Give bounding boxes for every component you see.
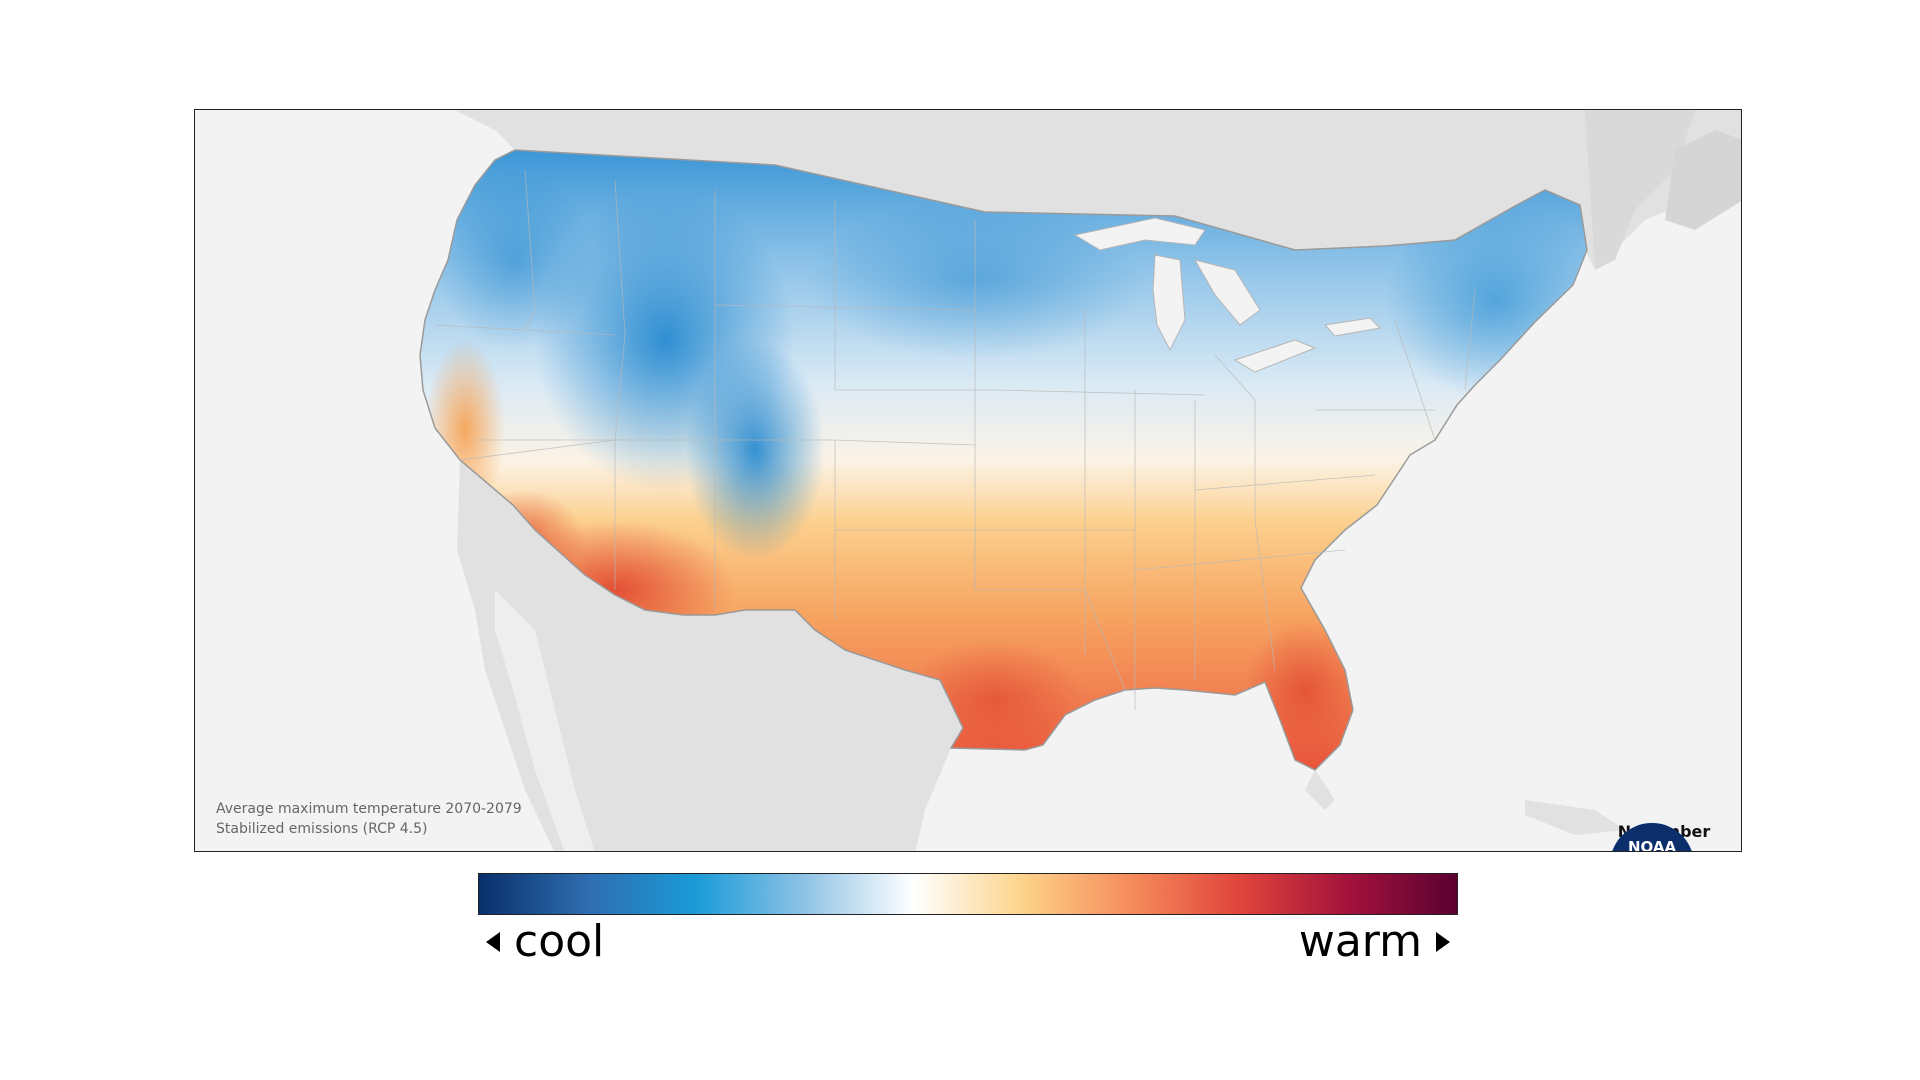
map-caption: Average maximum temperature 2070-2079 St… <box>216 799 522 839</box>
caption-subtitle: Stabilized emissions (RCP 4.5) <box>216 821 428 837</box>
map-canvas <box>419 110 1741 851</box>
legend-cool-label: cool <box>514 916 605 967</box>
caption-title: Average maximum temperature 2070-2079 <box>216 801 522 817</box>
surrounding-land <box>455 110 1741 851</box>
left-arrow-icon <box>486 932 500 952</box>
color-scale-bar <box>478 873 1458 915</box>
state-borders <box>434 169 1476 710</box>
legend-warm-label: warm <box>1298 916 1422 967</box>
legend-cool: cool <box>486 912 604 972</box>
svg-text:NOAA: NOAA <box>1628 838 1677 852</box>
right-arrow-icon <box>1436 932 1450 952</box>
great-lakes <box>1073 217 1382 373</box>
legend-warm: warm <box>1299 912 1450 972</box>
us-outline <box>419 149 1588 771</box>
noaa-logo-block: NOAA November <box>1609 822 1719 851</box>
temperature-map: Average maximum temperature 2070-2079 St… <box>194 109 1742 852</box>
noaa-logo-icon: NOAA <box>1612 823 1692 852</box>
